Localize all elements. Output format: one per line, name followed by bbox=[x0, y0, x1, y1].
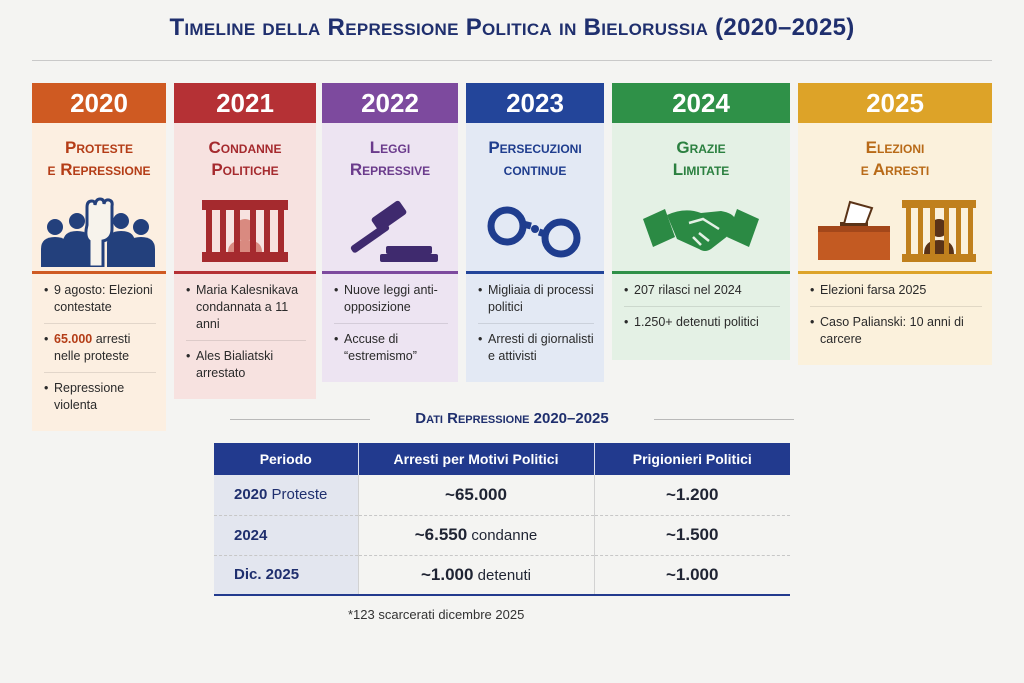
list-item: Ales Bialiatski arrestato bbox=[186, 348, 306, 389]
year-header: 2021 bbox=[174, 83, 316, 123]
list-item: Migliaia di processi politici bbox=[478, 282, 594, 324]
list-item: Arresti di giornalisti e attivisti bbox=[478, 331, 594, 372]
section-divider-right bbox=[654, 419, 794, 420]
column-header: Arresti per Motivi Politici bbox=[358, 443, 595, 475]
column-header: Prigionieri Politici bbox=[594, 443, 790, 475]
column-subtitle: Condanne Politiche bbox=[208, 138, 282, 179]
bullet-list: 9 agosto: Elezioni contestate 65.000 arr… bbox=[32, 274, 166, 431]
bullet-list: Maria Kalesnikava condannata a 11 anni A… bbox=[174, 274, 316, 399]
handcuffs-icon bbox=[466, 191, 604, 271]
list-item: Caso Palianski: 10 anni di carcere bbox=[810, 314, 982, 355]
table-row: Dic. 2025 ~1.000 detenuti ~1.000 bbox=[214, 555, 790, 596]
period-cell: Dic. 2025 bbox=[214, 555, 359, 596]
timeline-column-2021: 2021 Condanne Politiche Maria Kalesnikav… bbox=[174, 83, 316, 399]
bullet-list: Elezioni farsa 2025 Caso Palianski: 10 a… bbox=[798, 274, 992, 365]
list-item: 9 agosto: Elezioni contestate bbox=[44, 282, 156, 324]
year-header: 2024 bbox=[612, 83, 790, 123]
timeline-column-2022: 2022 Leggi Repressive Nuove leggi anti-o… bbox=[322, 83, 458, 382]
timeline-column-2024: 2024 Grazie Limitate 207 rilasci nel 202… bbox=[612, 83, 790, 360]
ballot-box-prison-icon bbox=[798, 191, 992, 271]
list-item: Elezioni farsa 2025 bbox=[810, 282, 982, 307]
bullet-list: Nuove leggi anti-opposizione Accuse di “… bbox=[322, 274, 458, 382]
year-header: 2023 bbox=[466, 83, 604, 123]
prison-bars-icon bbox=[174, 191, 316, 271]
timeline-column-2020: 2020 Proteste e Repressione bbox=[32, 83, 166, 431]
list-item: Nuove leggi anti-opposizione bbox=[334, 282, 448, 324]
prisoners-cell: ~1.200 bbox=[594, 475, 790, 516]
page-title: Timeline della Repressione Politica in B… bbox=[169, 14, 855, 41]
section-divider-left bbox=[230, 419, 370, 420]
prisoners-cell: ~1.000 bbox=[594, 555, 790, 596]
prisoners-cell: ~1.500 bbox=[594, 515, 790, 556]
column-subtitle: Persecuzioni continue bbox=[488, 138, 582, 179]
list-item: 207 rilasci nel 2024 bbox=[624, 282, 780, 307]
column-subtitle: Leggi Repressive bbox=[349, 138, 431, 179]
arrests-cell: ~1.000 detenuti bbox=[358, 555, 595, 596]
handshake-icon bbox=[612, 191, 790, 271]
table-footnote: *123 scarcerati dicembre 2025 bbox=[348, 607, 525, 622]
list-item: Maria Kalesnikava condannata a 11 anni bbox=[186, 282, 306, 341]
column-subtitle: Grazie Limitate bbox=[672, 138, 730, 179]
gavel-icon bbox=[322, 191, 458, 271]
year-header: 2022 bbox=[322, 83, 458, 123]
table-section-title: Dati Repressione 2020–2025 bbox=[415, 410, 609, 427]
table-header-row: Periodo Arresti per Motivi Politici Prig… bbox=[214, 443, 790, 475]
protest-crowd-icon bbox=[32, 191, 166, 271]
column-subtitle: Elezioni e Arresti bbox=[860, 138, 930, 179]
arrests-cell: ~65.000 bbox=[358, 475, 595, 516]
title-divider bbox=[32, 60, 992, 61]
list-item: 65.000 arresti nelle proteste bbox=[44, 331, 156, 373]
period-cell: 2024 bbox=[214, 515, 359, 556]
year-header: 2025 bbox=[798, 83, 992, 123]
table-row: 2020 Proteste ~65.000 ~1.200 bbox=[214, 475, 790, 516]
column-header: Periodo bbox=[214, 443, 359, 475]
timeline-column-2023: 2023 Persecuzioni continue Migliaia di p… bbox=[466, 83, 604, 382]
timeline-column-2025: 2025 Elezioni e Arresti bbox=[798, 83, 992, 365]
table-row: 2024 ~6.550 condanne ~1.500 bbox=[214, 515, 790, 556]
year-header: 2020 bbox=[32, 83, 166, 123]
bullet-list: 207 rilasci nel 2024 1.250+ detenuti pol… bbox=[612, 274, 790, 360]
repression-data-table: Periodo Arresti per Motivi Politici Prig… bbox=[214, 443, 790, 596]
period-cell: 2020 Proteste bbox=[214, 475, 359, 516]
bullet-list: Migliaia di processi politici Arresti di… bbox=[466, 274, 604, 382]
arrests-cell: ~6.550 condanne bbox=[358, 515, 595, 556]
column-subtitle: Proteste e Repressione bbox=[47, 138, 151, 179]
list-item: Repressione violenta bbox=[44, 380, 156, 421]
list-item: Accuse di “estremismo” bbox=[334, 331, 448, 372]
list-item: 1.250+ detenuti politici bbox=[624, 314, 780, 338]
